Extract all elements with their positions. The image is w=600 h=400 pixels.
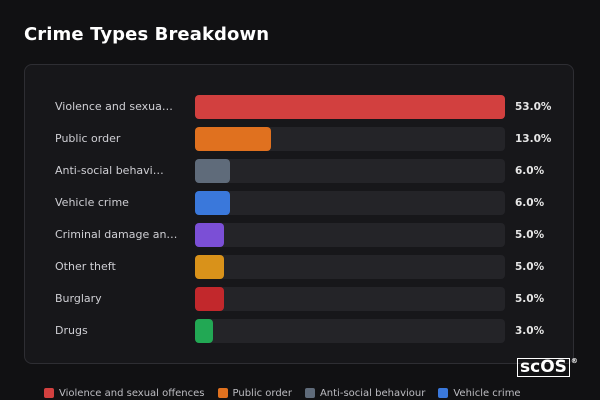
bar-row: Public order 13.0% — [55, 127, 555, 151]
bar-track — [195, 191, 505, 215]
bar-row: Other theft 5.0% — [55, 255, 555, 279]
value-label: 5.0% — [515, 229, 545, 241]
registered-mark: ® — [570, 357, 578, 365]
category-label: Violence and sexua… — [55, 100, 173, 113]
bar-track — [195, 159, 505, 183]
bar-row: Anti-social behavi… 6.0% — [55, 159, 555, 183]
legend-label: Vehicle crime — [453, 387, 521, 399]
bar — [195, 319, 213, 343]
legend-swatch — [44, 388, 54, 398]
value-label: 5.0% — [515, 261, 545, 273]
bar — [195, 287, 225, 311]
bar — [195, 255, 225, 279]
bar-row: Criminal damage an… 5.0% — [55, 223, 555, 247]
bar-track — [195, 95, 505, 119]
legend-item: Anti-social behaviour — [304, 386, 426, 400]
bar-row: Vehicle crime 6.0% — [55, 191, 555, 215]
legend-label: Violence and sexual offences — [59, 387, 205, 399]
brand-logo: scOS ® — [517, 357, 578, 377]
bar-track — [195, 127, 505, 151]
value-label: 13.0% — [515, 133, 552, 145]
chart-panel: Violence and sexua… 53.0% Public order 13.0… — [24, 64, 574, 364]
legend-label: Anti-social behaviour — [319, 387, 426, 399]
bar — [195, 191, 231, 215]
value-label: 6.0% — [515, 197, 545, 209]
legend-swatch — [217, 388, 228, 398]
value-label: 6.0% — [515, 165, 545, 177]
bar-track — [195, 223, 505, 247]
bar-row: Drugs 3.0% — [55, 319, 555, 343]
bar-row: Violence and sexua… 53.0% — [55, 95, 555, 119]
bar — [195, 127, 272, 151]
bar-track — [195, 319, 505, 343]
chart-legend: Violence and sexual offences Public order… — [44, 386, 521, 400]
bar-track — [195, 287, 505, 311]
brand-logo-text: scOS — [517, 358, 570, 377]
legend-label: Public order — [232, 387, 292, 399]
category-label: Other theft — [55, 260, 116, 273]
value-label: 5.0% — [515, 293, 545, 305]
legend-swatch — [304, 388, 315, 398]
value-label: 3.0% — [515, 325, 545, 337]
category-label: Criminal damage an… — [55, 228, 178, 241]
bar-track — [195, 255, 505, 279]
bar-row: Burglary 5.0% — [55, 287, 555, 311]
legend-swatch — [438, 388, 449, 398]
legend-item: Public order — [217, 386, 292, 400]
bar — [195, 223, 225, 247]
category-label: Drugs — [55, 324, 88, 337]
category-label: Public order — [55, 132, 121, 145]
legend-item: Violence and sexual offences — [44, 386, 205, 400]
bar — [195, 159, 231, 183]
value-label: 53.0% — [515, 101, 552, 113]
legend-item: Vehicle crime — [438, 386, 521, 400]
category-label: Anti-social behavi… — [55, 164, 164, 177]
chart-title: Crime Types Breakdown — [24, 24, 270, 45]
category-label: Burglary — [55, 292, 102, 305]
category-label: Vehicle crime — [55, 196, 129, 209]
bar — [195, 95, 505, 119]
